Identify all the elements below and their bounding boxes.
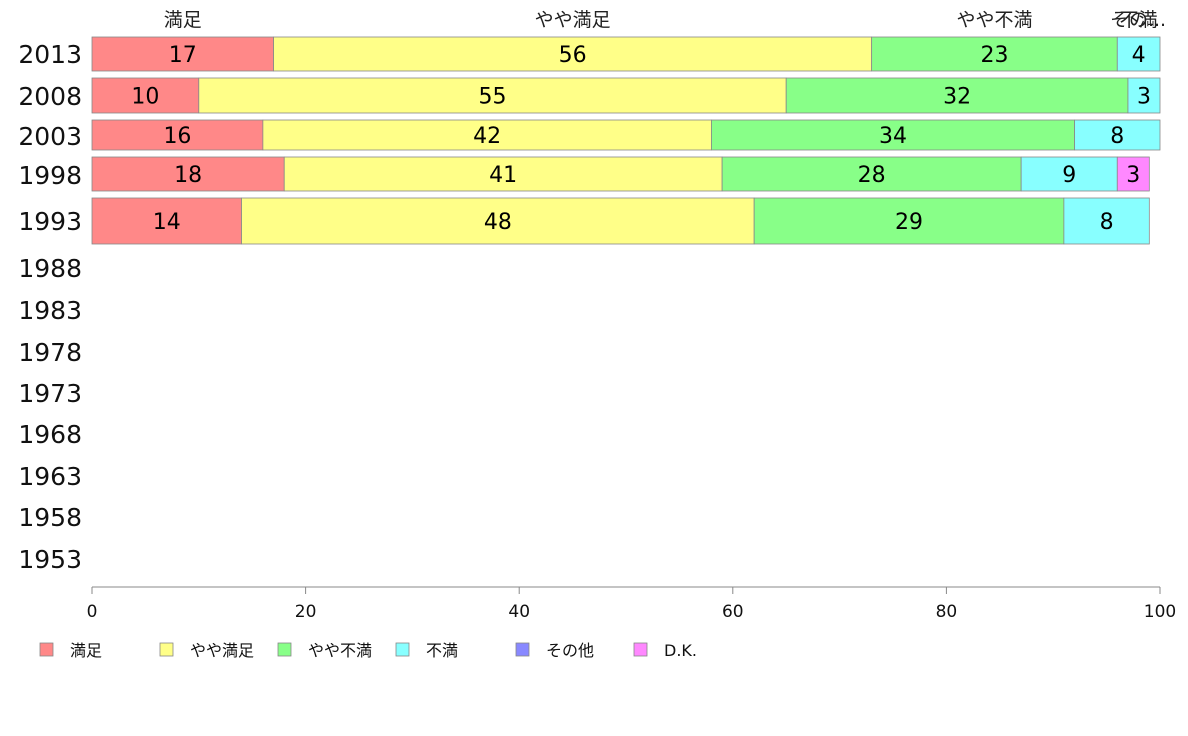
year-axis-labels: 2013 2008 2003 1998 1993 1988 1983 1978 1973 1968… (18, 40, 82, 574)
bar-segment (262, 119, 712, 151)
year-label: 1998 (18, 161, 82, 190)
top-category-label: 不満 (1120, 9, 1158, 31)
bar-segment (1116, 36, 1161, 72)
year-label: 2003 (18, 122, 82, 151)
bar-segment (1063, 197, 1150, 245)
year-label: 1978 (18, 338, 82, 367)
legend-swatch (633, 642, 648, 657)
bar-segment (721, 156, 1022, 192)
x-tick-label: 80 (936, 602, 958, 622)
year-label: 1963 (18, 462, 82, 491)
bar-value-label: 17 (169, 43, 197, 68)
bar-value-label: 56 (559, 43, 587, 68)
x-tick-label: 0 (87, 602, 98, 622)
legend-label: 満足 (70, 641, 102, 660)
x-tick-label: 40 (508, 602, 530, 622)
bar-value-label: 8 (1110, 124, 1124, 149)
bar-segment (785, 77, 1129, 114)
top-category-label: やや満足 (535, 9, 611, 31)
top-category-label: その... (1110, 9, 1166, 31)
bar-value-label: 14 (153, 210, 181, 235)
bar-value-label: 23 (980, 43, 1008, 68)
year-label: 1973 (18, 379, 82, 408)
bar-value-label: 48 (484, 210, 512, 235)
bar-value-label: 9 (1062, 163, 1076, 188)
legend-label: 不満 (426, 641, 458, 660)
bar-value-label: 3 (1137, 85, 1151, 110)
bar-segment (711, 119, 1075, 151)
year-label: 2008 (18, 82, 82, 111)
legend-swatch (395, 642, 410, 657)
bar-segment (198, 77, 787, 114)
category-top-labels: 満足 やや満足 やや不満 不満その... (164, 9, 1166, 31)
legend-label: その他 (546, 641, 594, 660)
bar-value-label: 34 (879, 124, 907, 149)
legend-label: やや満足 (190, 641, 254, 660)
bar-value-label: 42 (473, 124, 501, 149)
legend-label: やや不満 (308, 641, 372, 660)
legend-swatch (159, 642, 174, 657)
x-tick-label: 60 (722, 602, 744, 622)
bar-value-label: 16 (163, 124, 191, 149)
legend-label: D.K. (664, 641, 697, 660)
bars-area: 17 56 23 4 10 55 32 3 16 42 34 8 18 41 28 9 3 14 48 29 8 (91, 36, 1161, 245)
year-label: 1988 (18, 254, 82, 283)
bar-value-label: 55 (479, 85, 507, 110)
legend-swatch (39, 642, 54, 657)
bar-segment (91, 156, 285, 192)
year-label: 1983 (18, 296, 82, 325)
bar-segment (91, 77, 200, 114)
bar-segment (91, 119, 264, 151)
bar-segment (1127, 77, 1161, 114)
bar-value-label: 28 (858, 163, 886, 188)
bar-value-label: 3 (1126, 163, 1140, 188)
legend: 満足 やや満足 やや不満 不満 その他 D.K. (39, 641, 697, 660)
bar-value-label: 8 (1100, 210, 1114, 235)
bar-value-label: 32 (943, 85, 971, 110)
bar-value-label: 10 (131, 85, 159, 110)
year-label: 2013 (18, 40, 82, 69)
legend-swatch (277, 642, 292, 657)
bar-value-label: 4 (1132, 43, 1146, 68)
top-category-label: やや不満 (956, 9, 1032, 31)
bar-segment (241, 197, 755, 245)
bar-value-label: 18 (174, 163, 202, 188)
bar-segment (91, 197, 242, 245)
bar-segment (1074, 119, 1161, 151)
x-tick-label: 100 (1144, 602, 1176, 622)
x-axis: 0 20 40 60 80 100 (87, 586, 1176, 622)
year-label: 1993 (18, 207, 82, 236)
year-label: 1953 (18, 545, 82, 574)
year-label: 1958 (18, 503, 82, 532)
bar-value-label: 29 (895, 210, 923, 235)
legend-swatch (515, 642, 530, 657)
bar-segment (1116, 156, 1150, 192)
bar-value-label: 41 (489, 163, 517, 188)
year-label: 1968 (18, 420, 82, 449)
x-tick-label: 20 (295, 602, 317, 622)
bar-segment (273, 36, 873, 72)
top-category-label: 満足 (164, 9, 202, 31)
bar-segment (283, 156, 723, 192)
